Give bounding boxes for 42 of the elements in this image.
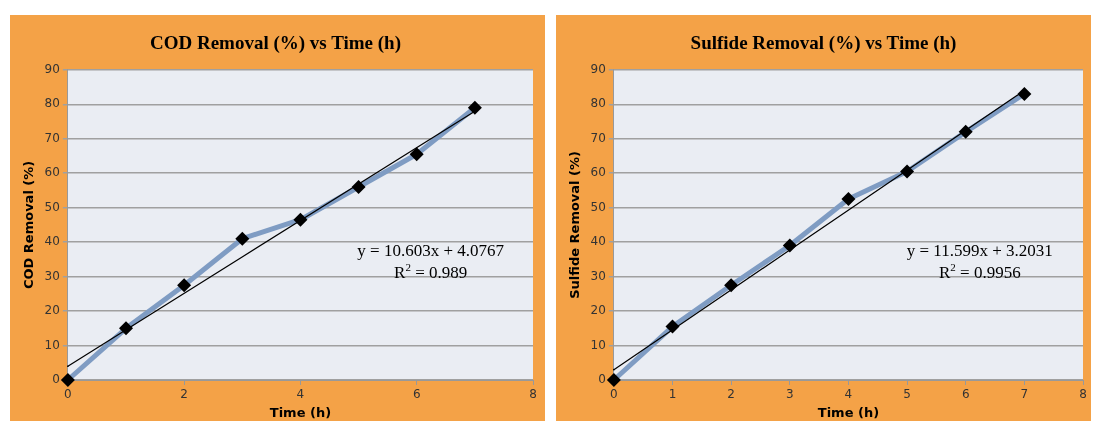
chart-title: Sulfide Removal (%) vs Time (h) [690,32,957,55]
x-tick-label: 8 [1079,387,1087,402]
y-tick-label: 90 [590,61,606,76]
y-tick-label: 10 [44,337,60,352]
x-tick-label: 0 [610,387,618,402]
y-axis-title: Sulfide Removal (%) [567,150,583,299]
x-tick-label: 0 [64,387,72,402]
y-tick-label: 30 [590,268,606,283]
x-tick-label: 3 [785,387,794,402]
x-tick-label: 8 [529,387,537,402]
x-tick-label: 2 [180,387,188,402]
x-tick-label: 4 [296,387,305,402]
annotation: y = 10.603x + 4.0767 [357,240,505,260]
y-tick-label: 40 [44,234,60,249]
y-tick-label: 50 [44,199,60,214]
y-tick-label: 50 [590,199,606,214]
y-tick-label: 60 [590,165,606,180]
y-tick-label: 40 [590,234,606,249]
x-tick-label: 7 [1020,387,1029,402]
y-tick-label: 60 [44,165,60,180]
y-tick-label: 0 [598,372,606,387]
y-tick-label: 80 [44,96,60,111]
annotation: y = 11.599x + 3.2031 [906,240,1053,260]
y-tick-label: 0 [52,372,60,387]
x-tick-label: 5 [903,387,911,402]
y-tick-label: 10 [590,337,606,352]
y-tick-label: 70 [44,130,60,145]
y-tick-label: 80 [590,96,606,111]
y-tick-label: 90 [44,61,60,76]
y-tick-label: 70 [590,130,606,145]
x-tick-label: 6 [961,387,970,402]
y-tick-label: 20 [590,303,606,318]
y-tick-label: 20 [44,303,60,318]
chart-title: COD Removal (%) vs Time (h) [149,32,402,55]
y-axis-title: COD Removal (%) [21,160,37,290]
x-axis-title: Time (h) [817,404,880,420]
x-tick-label: 4 [844,387,853,402]
y-tick-label: 30 [44,268,60,283]
x-tick-label: 6 [412,387,421,402]
x-tick-label: 2 [727,387,735,402]
x-axis-title: Time (h) [269,404,332,420]
x-tick-label: 1 [668,387,677,402]
